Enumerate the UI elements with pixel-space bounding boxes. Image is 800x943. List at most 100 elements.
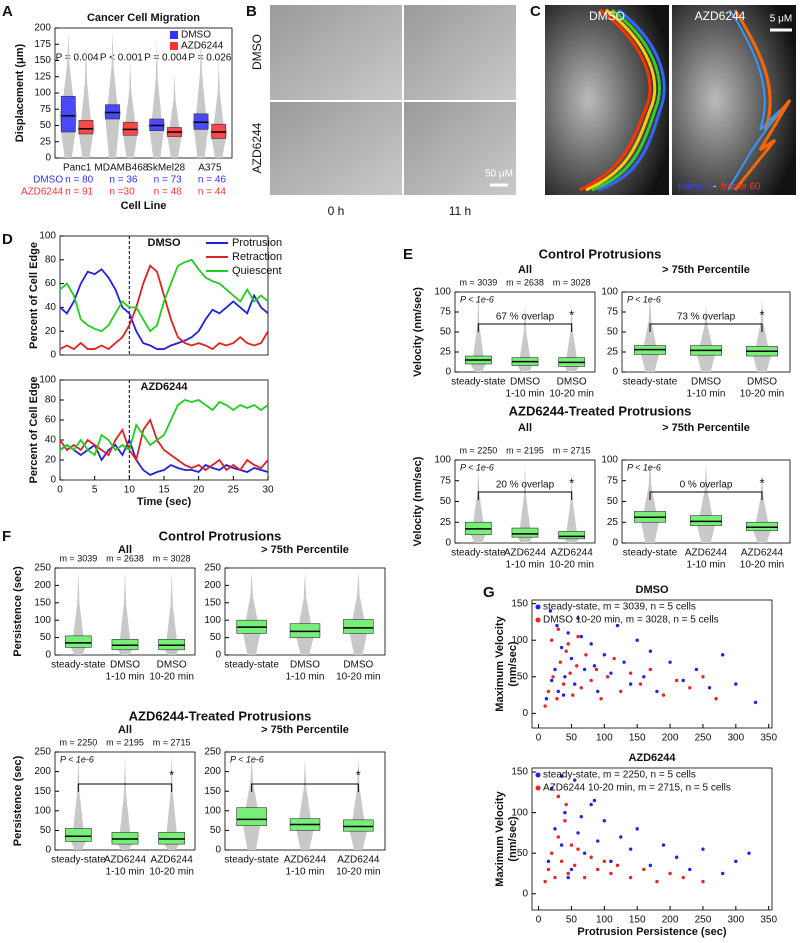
- x-tick-label: 30: [262, 485, 274, 496]
- y-tick-label: 250: [34, 563, 51, 574]
- y-tick-label: 200: [34, 766, 51, 777]
- point: [546, 689, 551, 694]
- box: [60, 95, 76, 133]
- y-tick-label: 75: [440, 307, 452, 318]
- n-label: n = 44: [198, 187, 227, 198]
- significance-star: *: [569, 307, 574, 322]
- violin: [515, 304, 535, 372]
- chart-title: All: [518, 264, 532, 276]
- chart-title: AZD6244: [140, 381, 188, 393]
- chart-title: DMSO: [148, 237, 181, 249]
- point: [559, 843, 564, 847]
- point: [619, 835, 623, 839]
- y-tick-label: 100: [34, 88, 51, 99]
- overlap-label: 20 % overlap: [496, 480, 555, 491]
- y-tick-label: 50: [210, 632, 222, 643]
- point: [566, 642, 570, 646]
- x-tick-label: 200: [662, 915, 679, 926]
- y-tick-label: 100: [204, 805, 221, 816]
- x-tick-label: 10-20 min: [549, 389, 593, 400]
- violin: [347, 571, 369, 655]
- y-tick-label: 0: [45, 650, 51, 661]
- point: [707, 686, 712, 690]
- legend-label: steady-state, m = 2250, n = 5 cells: [543, 770, 696, 781]
- x-tick-label: DMSO: [747, 377, 777, 388]
- point: [628, 682, 633, 686]
- legend-label: Retraction: [232, 251, 282, 263]
- x-tick-label: 1-10 min: [506, 389, 545, 400]
- point: [655, 689, 659, 694]
- x-tick-label: 5: [92, 485, 98, 496]
- p-value: P = 0.004: [56, 53, 99, 64]
- point: [602, 819, 607, 823]
- y-tick-label: 50: [210, 825, 222, 836]
- caption: -: [713, 182, 716, 193]
- x-tick-label: 1-10 min: [286, 867, 325, 878]
- violin: [115, 755, 135, 850]
- y-tick-label: 100: [511, 807, 528, 818]
- overlap-label: 0 % overlap: [680, 480, 733, 491]
- column-label: 11 h: [449, 204, 471, 218]
- bracket: [477, 323, 573, 332]
- box: [558, 531, 586, 540]
- panel-label: E: [403, 246, 413, 263]
- y-tick-label: 0: [215, 650, 221, 661]
- point: [747, 851, 751, 855]
- x-tick-label: 300: [727, 733, 744, 744]
- chart-title: All: [518, 422, 532, 434]
- y-tick-label: 0: [50, 475, 56, 486]
- y-tick-label: 25: [607, 347, 619, 358]
- group-heading: Control Protrusions: [539, 246, 662, 261]
- point: [734, 682, 738, 686]
- edge-contour: [597, 8, 666, 192]
- count-label: m = 3028: [553, 277, 591, 287]
- point: [573, 863, 577, 868]
- p-value: P = 0.004: [144, 53, 187, 64]
- y-tick-label: 40: [45, 435, 57, 446]
- caption: frame 1: [678, 182, 712, 193]
- n-label: n = 36: [109, 175, 138, 186]
- point: [569, 656, 574, 661]
- x-tick-label: steady-state: [224, 855, 279, 866]
- point: [714, 697, 718, 701]
- violin: [69, 571, 88, 655]
- scale-label: 50 μM: [485, 169, 513, 180]
- y-tick-label: 0: [45, 845, 51, 856]
- y-tick-label: 200: [204, 766, 221, 777]
- point: [550, 638, 554, 642]
- legend-label: DMSO 10-20 min, m = 3028, n = 5 cells: [543, 615, 719, 626]
- count-label: m = 2715: [553, 445, 591, 455]
- y-tick-label: 0: [522, 888, 528, 899]
- p-value: P < 0.001: [100, 53, 143, 64]
- legend-swatch: [535, 617, 541, 623]
- point: [612, 656, 616, 661]
- point: [546, 867, 551, 872]
- y-tick-label: 75: [607, 307, 619, 318]
- y-tick-label: 150: [34, 786, 51, 797]
- x-tick-label: 25: [228, 485, 240, 496]
- point: [563, 819, 567, 823]
- point: [561, 693, 566, 697]
- point: [720, 871, 725, 876]
- chart-title: > 75th Percentile: [261, 724, 349, 736]
- x-tick-label: 300: [727, 915, 744, 926]
- y-tick-label: 100: [601, 455, 618, 466]
- x-tick-label: 15: [158, 485, 170, 496]
- point: [720, 653, 725, 657]
- row-label: DMSO: [250, 34, 264, 70]
- y-tick-label: 25: [40, 136, 52, 147]
- group-heading: AZD6244-Treated Protrusions: [509, 403, 692, 418]
- violin: [121, 60, 140, 158]
- x-tick-label: 1-10 min: [286, 672, 325, 683]
- y-axis-label: Persistence (sec): [12, 566, 24, 657]
- y-tick-label: 0: [612, 367, 618, 378]
- x-tick-label: 1-10 min: [687, 560, 726, 571]
- box: [64, 635, 92, 648]
- point: [602, 859, 607, 864]
- bracket: [77, 783, 173, 792]
- point: [573, 682, 577, 686]
- x-tick-label: A375: [198, 163, 222, 174]
- y-tick-label: 100: [434, 455, 451, 466]
- point: [561, 682, 566, 686]
